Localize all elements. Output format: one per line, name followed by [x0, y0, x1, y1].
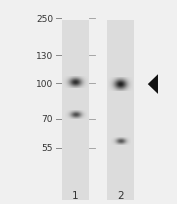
Text: 1: 1: [72, 190, 79, 200]
Text: 250: 250: [36, 15, 53, 24]
Text: 100: 100: [36, 79, 53, 88]
Text: 2: 2: [117, 190, 124, 200]
Text: 130: 130: [36, 52, 53, 61]
Text: 55: 55: [42, 143, 53, 152]
Bar: [62, 20, 89, 200]
Polygon shape: [148, 75, 158, 94]
Text: 70: 70: [42, 115, 53, 124]
Bar: [107, 20, 134, 200]
